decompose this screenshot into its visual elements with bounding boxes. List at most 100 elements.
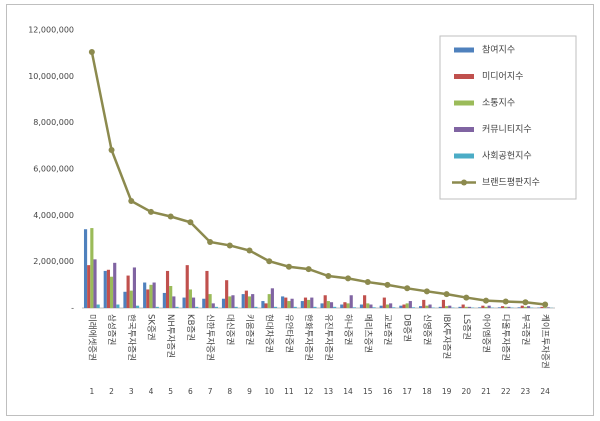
- rank-label: 1: [89, 387, 94, 396]
- legend-swatch: [454, 47, 474, 53]
- bar: [90, 228, 94, 308]
- rank-label: 2: [109, 387, 114, 396]
- legend-label: 미디어지수: [482, 71, 523, 82]
- bar: [461, 304, 465, 308]
- bar: [478, 307, 482, 308]
- bar: [103, 270, 107, 308]
- rank-label: 7: [208, 387, 213, 396]
- x-tick-label: 아이엠증권: [481, 314, 492, 353]
- y-tick-label: 2,000,000: [33, 257, 74, 266]
- rank-label: 24: [540, 387, 550, 396]
- legend-label: 브랜드평판지수: [482, 177, 540, 188]
- bar: [123, 291, 127, 308]
- bar: [408, 301, 412, 308]
- bar: [169, 285, 173, 308]
- bar: [182, 297, 186, 308]
- bar: [273, 306, 278, 308]
- bar: [143, 282, 147, 308]
- x-tick-label: 유진투자증권: [323, 314, 334, 361]
- bar: [363, 295, 367, 308]
- bar: [366, 303, 370, 308]
- bar: [307, 299, 311, 308]
- bar: [126, 275, 130, 308]
- x-tick-label: 신영증권: [421, 314, 432, 345]
- line-marker: [443, 291, 450, 298]
- x-tick-label: 하나증권: [343, 314, 354, 345]
- bar: [546, 307, 550, 308]
- bar: [254, 306, 258, 308]
- line-marker: [266, 258, 273, 265]
- legend-label: 커뮤니티지수: [482, 124, 532, 135]
- rank-label: 4: [149, 387, 154, 396]
- bar: [487, 305, 491, 308]
- x-tick-label: 한국투자증권: [126, 314, 137, 361]
- legend-label: 사회공헌지수: [482, 151, 532, 162]
- bar: [419, 306, 423, 308]
- rank-label: 12: [304, 387, 314, 396]
- bar: [543, 307, 547, 308]
- bar: [520, 305, 524, 308]
- line-marker: [207, 238, 214, 245]
- bar: [540, 306, 544, 308]
- bar: [326, 301, 330, 308]
- line-marker: [463, 294, 470, 301]
- rank-label: 20: [462, 387, 472, 396]
- bar: [379, 305, 383, 308]
- bar: [467, 306, 472, 308]
- line-marker: [88, 49, 95, 56]
- legend-swatch: [454, 153, 474, 159]
- bar: [83, 229, 88, 308]
- bar: [346, 303, 350, 308]
- bar: [303, 297, 308, 308]
- rank-label: 6: [188, 387, 193, 396]
- bar: [349, 295, 353, 308]
- x-tick-label: DB증권: [402, 314, 413, 342]
- bar: [284, 297, 288, 308]
- rank-label: 11: [284, 387, 294, 396]
- bar: [270, 288, 274, 308]
- rank-label: 9: [247, 387, 252, 396]
- line-marker: [226, 242, 233, 249]
- x-tick-label: KB증권: [185, 314, 196, 341]
- bar: [247, 296, 252, 308]
- rank-label: 14: [343, 387, 353, 396]
- bar: [448, 305, 452, 308]
- line-marker: [285, 263, 292, 270]
- bar: [313, 306, 317, 308]
- bar: [323, 295, 327, 308]
- bar: [497, 307, 501, 308]
- rank-label: 8: [227, 387, 232, 396]
- bar: [300, 301, 304, 308]
- bar: [132, 267, 137, 308]
- x-tick-label: 케이프투자증권: [540, 314, 551, 369]
- bar: [329, 302, 334, 308]
- bar: [175, 306, 179, 308]
- bar: [106, 269, 110, 308]
- bar: [517, 307, 521, 308]
- bar: [333, 306, 337, 308]
- bar: [441, 299, 446, 308]
- line-marker: [108, 147, 115, 154]
- bar: [146, 289, 150, 308]
- line-marker: [364, 279, 371, 286]
- line-marker: [128, 197, 135, 204]
- line-marker: [404, 285, 411, 292]
- bar: [369, 304, 373, 308]
- bar: [500, 306, 505, 308]
- bar: [264, 303, 268, 308]
- bar: [231, 295, 235, 308]
- x-tick-label: 현대차증권: [264, 314, 275, 353]
- rank-label: 10: [264, 387, 274, 396]
- rank-label: 17: [402, 387, 412, 396]
- bar: [458, 306, 462, 308]
- x-tick-label: 키움증권: [244, 314, 255, 345]
- y-tick-label: 10,000,000: [28, 72, 74, 81]
- line-marker: [246, 247, 253, 254]
- bar: [113, 262, 117, 308]
- bar: [290, 298, 294, 308]
- rank-label: 19: [442, 387, 452, 396]
- bar: [527, 306, 531, 308]
- bar: [205, 270, 209, 308]
- x-tick-label: 부국증권: [520, 314, 531, 345]
- bar: [425, 305, 429, 308]
